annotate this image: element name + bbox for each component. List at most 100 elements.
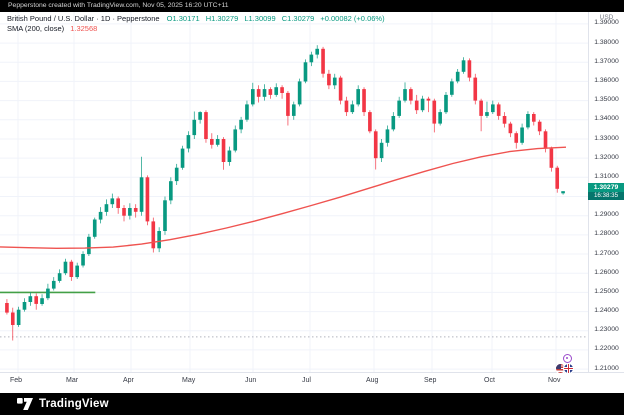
symbol-title: British Pound / U.S. Dollar · 1D · Peppe… [7,14,160,23]
candle-body [215,139,220,145]
last-price-value: 1.30279 [588,182,624,192]
candle-body [210,139,214,145]
candle-body [291,104,296,116]
candle-body [373,131,378,159]
candle-body [397,100,401,116]
candle-body [496,104,501,116]
attribution-bar: Pepperstone created with TradingView.com… [0,0,624,12]
candle-body [250,89,255,105]
candle-body [63,261,68,274]
candle-body [274,87,279,95]
candle-body [526,114,530,128]
candle-body [467,60,472,78]
month-tick-label: Oct [484,377,495,384]
time-axis[interactable]: Feb Mar Apr May Jun Jul Aug Sep Oct Nov [0,372,624,393]
tradingview-logo-icon [17,398,33,410]
attribution-text: Pepperstone created with TradingView.com… [8,2,229,9]
candle-body [514,133,519,143]
footer-bar: TradingView [0,393,624,415]
price-tick-label: 1.28000 [594,230,619,238]
chart-panel[interactable]: USD 1.39000 1.38000 1.37000 1.36000 1.35000 1… [0,12,624,393]
candle-body [133,208,138,212]
candle-body [362,89,366,113]
candle-body [327,73,331,86]
price-tick-label: 1.24000 [594,307,619,315]
sma-indicator-value: 1.32568 [70,24,98,33]
candle-body [420,98,425,111]
price-tick-label: 1.25000 [594,287,619,295]
month-tick-label: May [182,377,196,384]
close-value: C1.30279 [281,14,315,23]
candle-body [520,127,524,143]
candle-body [40,298,44,304]
candle-body [75,265,79,278]
candle-body [239,119,243,130]
candle-body [555,167,560,189]
candle-body [192,119,197,136]
candle-body [169,181,173,201]
candle-body [450,81,454,95]
candle-body [46,288,50,299]
candle-body [461,60,466,72]
candle-body [549,148,554,168]
candle-body [87,236,91,255]
plot-svg [0,12,588,372]
candle-body [98,211,103,220]
candle-body [286,92,290,116]
candle-body [332,77,337,86]
candle-body [262,89,267,97]
symbol-watermark [552,354,584,376]
candle-body [368,112,372,132]
candle-body [157,231,161,249]
candle-body [256,89,261,97]
candlestick-plot[interactable] [0,12,588,372]
candle-body [485,112,489,116]
candle-body [204,112,208,139]
candle-body [502,116,507,124]
chart-legend: British Pound / U.S. Dollar · 1D · Peppe… [7,14,389,34]
indicator-legend-row[interactable]: SMA (200, close) 1.32568 [7,24,389,34]
month-tick-label: Jun [245,377,257,384]
price-tick-label: 1.29000 [594,211,619,219]
candle-body [10,312,15,325]
month-tick-label: Jul [302,377,311,384]
candle-body [163,200,167,231]
tradingview-brand-text[interactable]: TradingView [39,398,109,410]
symbol-legend-row[interactable]: British Pound / U.S. Dollar · 1D · Peppe… [7,14,389,24]
month-tick-label: Sep [424,377,437,384]
price-tick-label: 1.26000 [594,268,619,276]
candle-body [122,208,126,216]
open-value: O1.30171 [166,14,200,23]
month-tick-label: Aug [366,377,379,384]
month-tick-label: Mar [66,377,79,384]
candle-body [221,139,226,162]
candle-body [28,296,33,302]
candle-body [174,167,179,182]
candle-body [198,112,202,120]
candle-body [57,273,62,281]
month-tick-label: Apr [123,377,134,384]
candle-body [426,98,431,101]
price-tick-label: 1.32000 [594,153,619,161]
candle-body [116,198,120,208]
candle-body [432,100,437,124]
sma-200-line[interactable] [0,146,567,250]
change-value: +0.00082 (+0.06%) [320,14,385,23]
candle-body [268,89,273,95]
candle-body [151,221,156,249]
candle-body [531,114,536,122]
price-tick-label: 1.38000 [594,38,619,46]
candle-body [379,142,384,159]
candle-body [233,129,238,151]
bar-countdown: 16:38:35 [588,191,624,200]
candle-body [473,77,478,101]
candle-body [508,123,513,134]
candle-body [34,296,39,304]
price-tick-label: 1.33000 [594,134,619,142]
candle-body [414,100,419,111]
price-tick-label: 1.37000 [594,57,619,65]
candle-body [561,191,565,194]
candle-body [315,48,320,55]
low-value: L1.30099 [244,14,276,23]
price-tick-label: 1.39000 [594,19,619,27]
